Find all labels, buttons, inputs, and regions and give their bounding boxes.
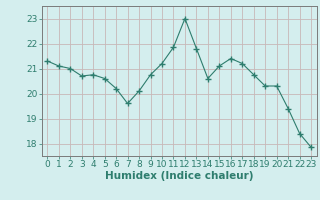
X-axis label: Humidex (Indice chaleur): Humidex (Indice chaleur)	[105, 171, 253, 181]
